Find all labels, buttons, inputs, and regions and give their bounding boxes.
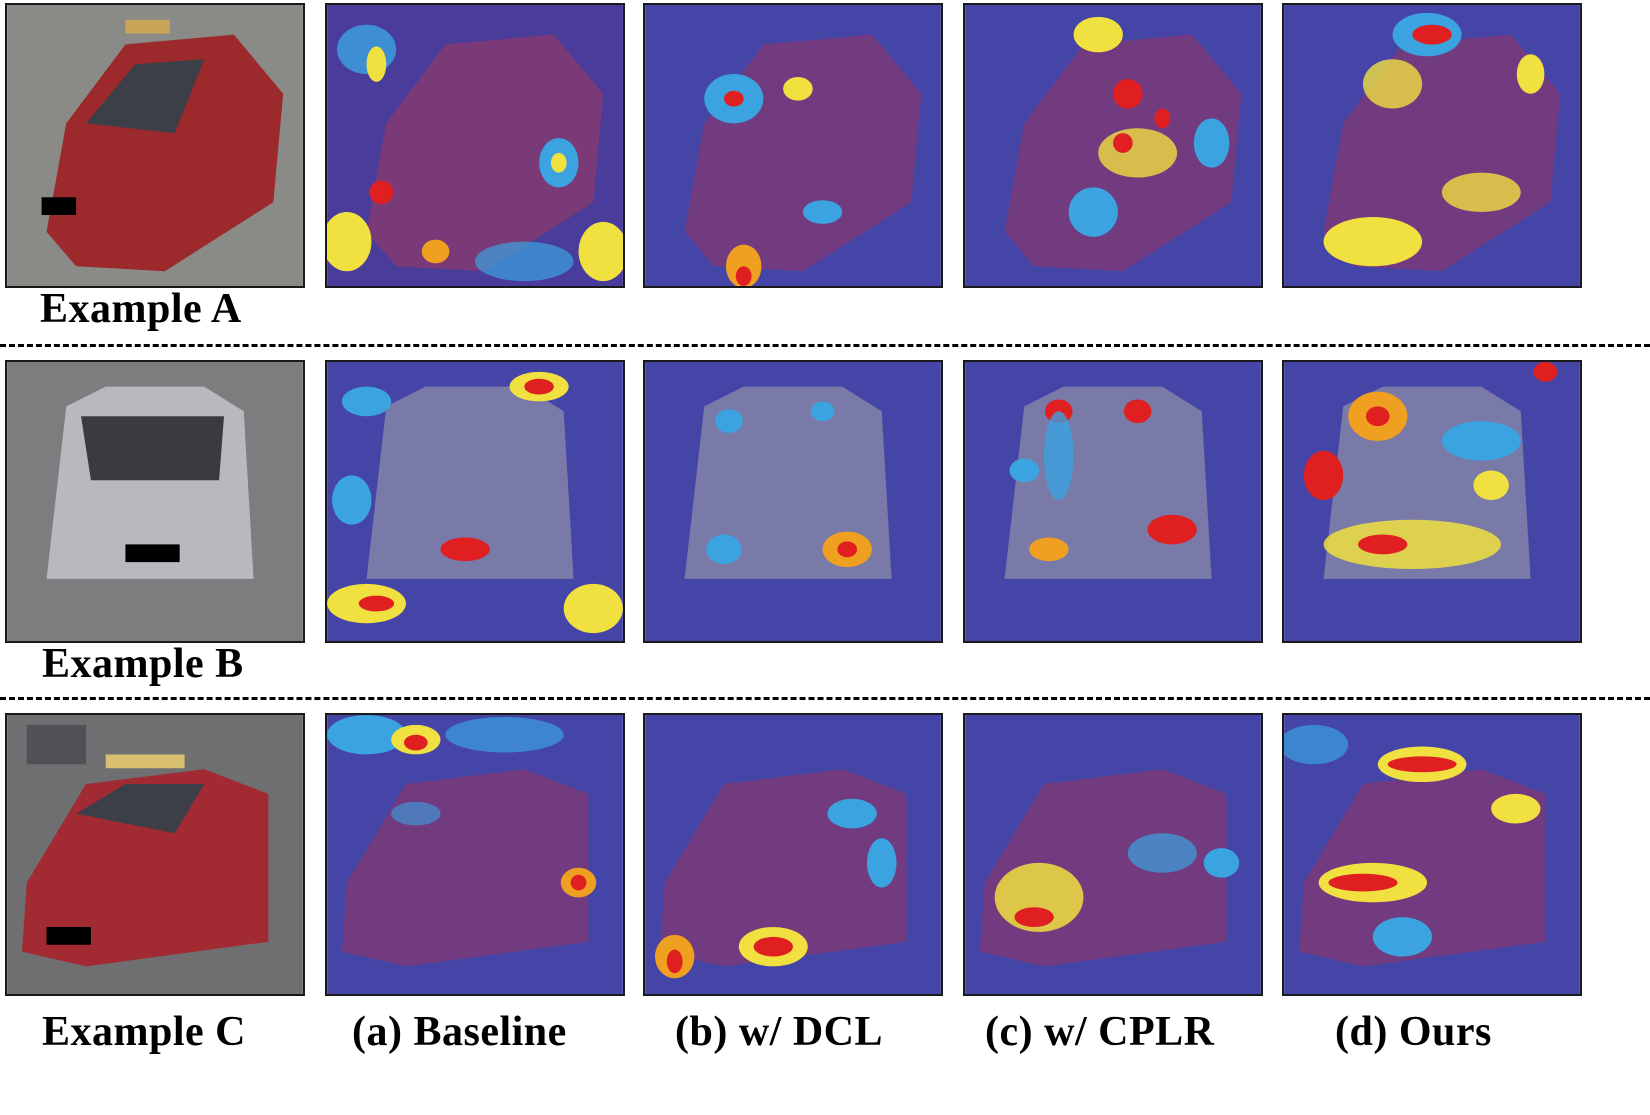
heatmap-c-baseline (325, 713, 625, 996)
photo-example-b (5, 360, 305, 643)
heatmap-b-cplr (963, 360, 1263, 643)
heatmap-b-ours (1282, 360, 1582, 643)
heatmap-a-baseline (325, 3, 625, 288)
heatmap-c-cplr (963, 713, 1263, 996)
heatmap-b-dcl (643, 360, 943, 643)
column-label-ours: (d) Ours (1335, 1009, 1492, 1055)
row-separator (0, 697, 1650, 700)
column-label-cplr: (c) w/ CPLR (985, 1009, 1215, 1055)
heatmap-b-baseline (325, 360, 625, 643)
column-label-dcl: (b) w/ DCL (675, 1009, 884, 1055)
photo-example-c (5, 713, 305, 996)
heatmap-a-ours (1282, 3, 1582, 288)
example-a-label: Example A (40, 286, 242, 332)
example-c-label: Example C (42, 1009, 246, 1055)
heatmap-a-dcl (643, 3, 943, 288)
column-label-baseline: (a) Baseline (352, 1009, 567, 1055)
heatmap-c-dcl (643, 713, 943, 996)
example-b-label: Example B (42, 641, 244, 687)
row-separator (0, 344, 1650, 347)
heatmap-c-ours (1282, 713, 1582, 996)
photo-example-a (5, 3, 305, 288)
heatmap-a-cplr (963, 3, 1263, 288)
